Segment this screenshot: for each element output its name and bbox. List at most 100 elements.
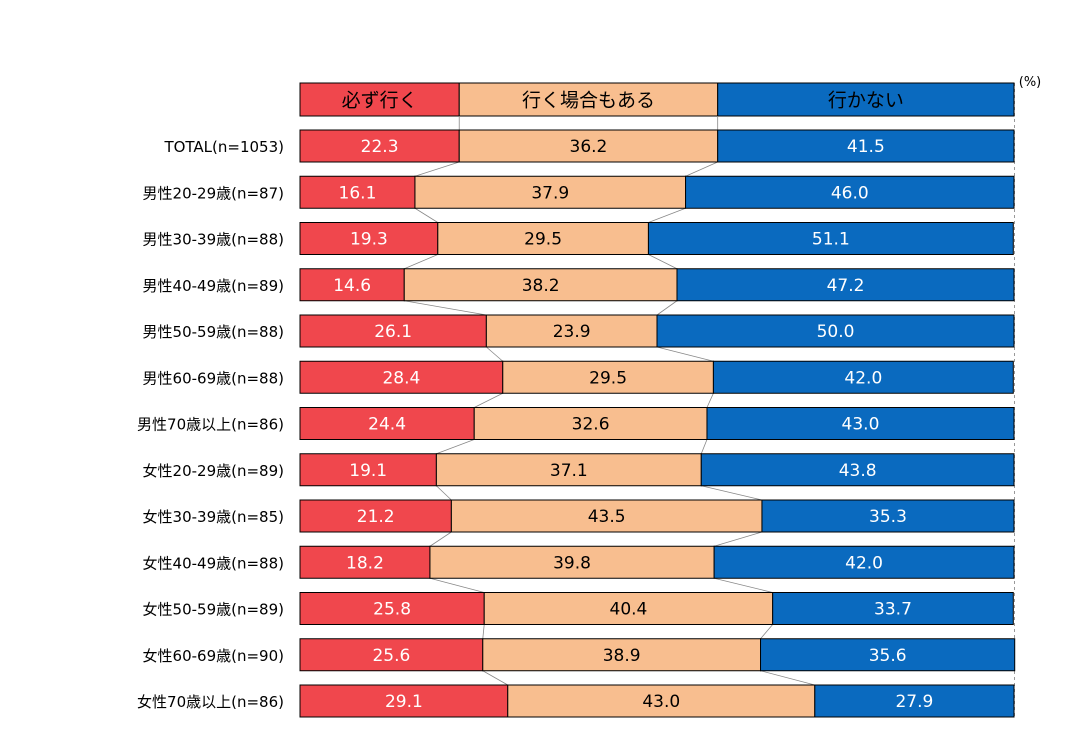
connector-line [700,439,708,454]
connector-line [482,624,485,639]
bar-segment-2 [403,268,678,302]
connector-line [656,300,678,316]
category-label: 男性50-59歳(n=88) [143,323,284,341]
data-label: 37.1 [550,461,588,481]
category-label: 女性40-49歳(n=88) [143,554,284,572]
bar-segment-2 [473,407,708,440]
bar-segment-3 [700,453,1015,487]
connector-line [404,300,487,316]
data-label: 43.8 [839,461,877,481]
bar-segment-2 [483,592,774,625]
connector-line [760,624,773,640]
bar-segment-3 [814,684,1015,718]
connector-line [685,161,718,177]
data-label: 41.5 [847,137,885,157]
bar-segment-2 [437,222,649,255]
bar-segment-1 [299,592,485,625]
connector-line [436,485,452,501]
data-label: 33.7 [874,600,912,620]
data-label: 18.2 [346,553,384,573]
bar-segment-3 [685,175,1015,209]
legend-label-2: 行く場合もある [522,90,655,112]
bar-segment-3 [656,314,1015,348]
legend-label-1: 必ず行く [342,90,418,112]
data-label: 28.4 [382,368,420,388]
category-label: 女性60-69歳(n=90) [143,647,284,665]
data-label: 46.0 [831,183,869,203]
data-label: 35.6 [869,646,907,666]
data-label: 19.1 [349,461,387,481]
data-label: 38.2 [522,276,560,296]
category-label: 女性30-39歳(n=85) [143,508,284,526]
data-label: 22.3 [361,137,399,157]
connector-line [414,207,439,223]
data-label: 29.1 [385,692,423,712]
data-label: 42.0 [844,368,882,388]
bar-segment-3 [760,638,1016,672]
data-label: 19.3 [350,230,388,250]
bar-segment-2 [507,684,816,718]
data-label: 21.2 [357,507,395,527]
data-label: 14.6 [333,276,371,296]
legend-swatch-2 [458,82,719,117]
bar-segment-3 [676,268,1015,302]
category-label: 女性70歳以上(n=86) [137,693,284,711]
bar-segment-1 [299,499,452,533]
bar-segment-1 [299,453,437,487]
bar-segment-1 [299,638,484,672]
data-label: 43.0 [842,415,880,435]
bar-segment-2 [450,499,763,533]
bar-segment-2 [482,638,762,672]
bar-segment-1 [299,129,460,163]
data-label: 50.0 [817,322,855,342]
data-label: 29.5 [589,368,627,388]
data-label: 32.6 [572,415,610,435]
data-label: 42.0 [845,553,883,573]
connector-line [656,346,714,362]
bar-segment-3 [647,222,1014,255]
data-label: 43.0 [642,692,680,712]
category-label: TOTAL(n=1053) [163,138,284,156]
category-label: 女性20-29歳(n=89) [143,462,284,480]
category-label: 男性20-29歳(n=87) [143,184,284,202]
category-label: 男性70歳以上(n=86) [137,416,284,434]
bar-segment-3 [713,545,1015,579]
bar-segment-2 [414,175,687,209]
bar-segment-2 [435,453,702,487]
bar-segment-1 [299,545,431,579]
bar-segment-1 [299,268,405,302]
connector-line [482,670,508,686]
category-label: 男性60-69歳(n=88) [143,369,284,387]
bar-segment-2 [485,314,658,348]
connector-line [714,531,763,547]
bar-segment-3 [706,407,1015,440]
data-label: 26.1 [374,322,412,342]
legend-swatch-3 [717,82,1015,117]
data-label: 36.2 [570,137,608,157]
data-label: 35.3 [869,507,907,527]
bar-segment-1 [299,314,487,348]
connector-line [760,670,815,686]
data-label: 38.9 [603,646,641,666]
legend-swatch-1 [299,82,460,117]
bar-segment-3 [772,592,1014,625]
connector-line [648,254,678,270]
connector-line [714,577,773,593]
data-label: 25.6 [372,646,410,666]
connector-line [429,577,485,593]
bar-segment-1 [299,175,416,209]
bar-segment-3 [717,129,1015,163]
bar-segment-1 [299,407,475,440]
connector-line [404,254,438,270]
data-label: 16.1 [339,183,377,203]
connector-line [414,161,460,177]
connector-line [474,392,503,408]
data-label: 47.2 [827,276,865,296]
category-label: 男性40-49歳(n=89) [143,277,284,295]
connector-line [706,393,714,408]
data-label: 25.8 [373,600,411,620]
data-label: 43.5 [588,507,626,527]
bar-segment-2 [502,360,714,394]
